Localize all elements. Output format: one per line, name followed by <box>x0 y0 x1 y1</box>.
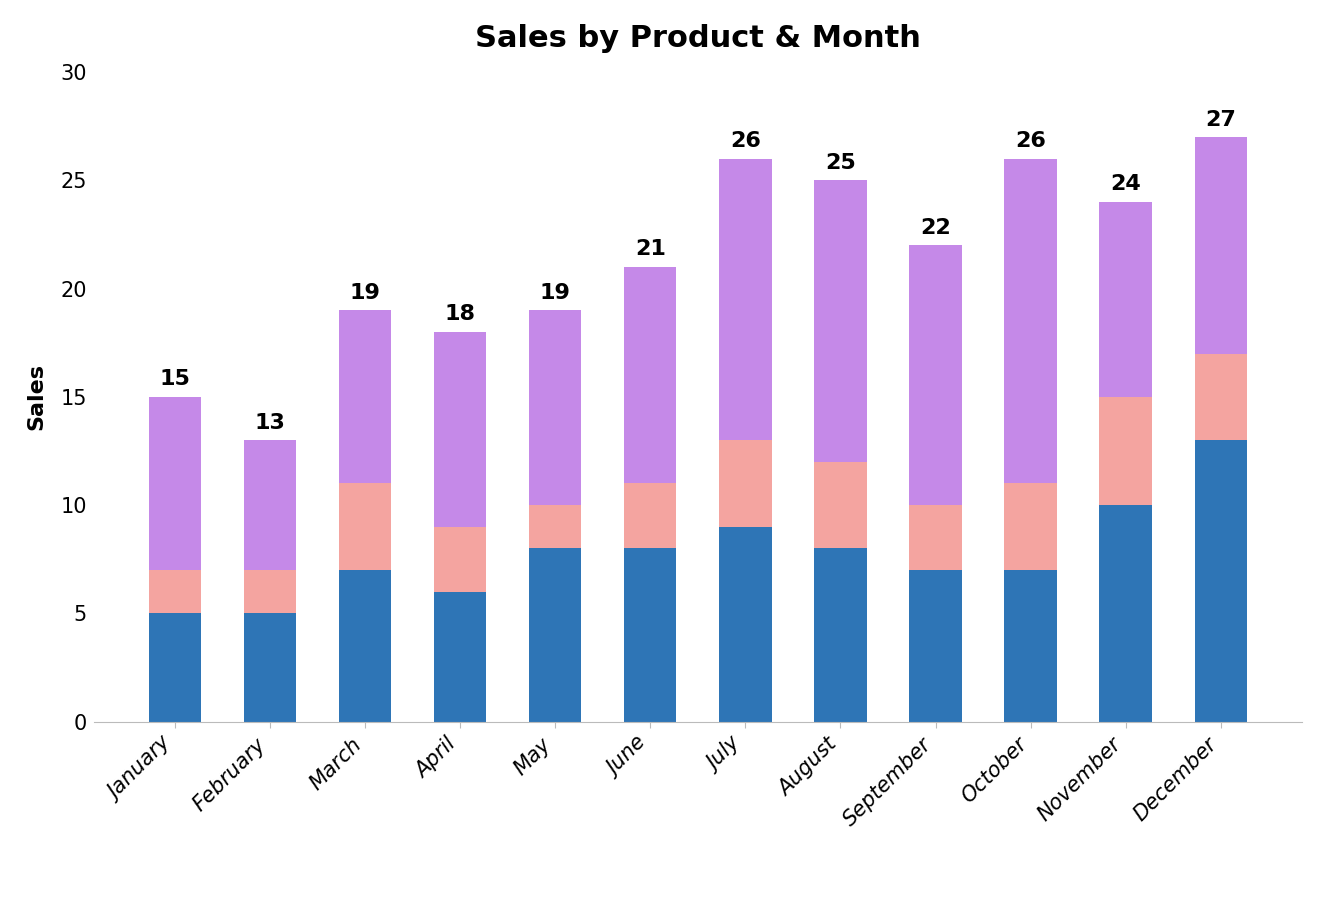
Bar <box>1004 159 1056 483</box>
Bar <box>910 570 962 722</box>
Bar <box>244 570 297 613</box>
Bar <box>910 505 962 570</box>
Bar <box>244 613 297 722</box>
Bar <box>433 592 486 722</box>
Bar <box>529 548 581 722</box>
Bar <box>1099 202 1151 397</box>
Bar <box>624 548 676 722</box>
Bar <box>624 483 676 548</box>
Text: 24: 24 <box>1110 174 1141 195</box>
Bar <box>244 440 297 570</box>
Bar <box>719 159 772 440</box>
Text: 26: 26 <box>730 131 761 152</box>
Bar <box>1004 483 1056 570</box>
Y-axis label: Sales: Sales <box>27 364 47 430</box>
Bar <box>340 310 392 483</box>
Bar <box>719 527 772 722</box>
Text: 25: 25 <box>825 152 856 173</box>
Bar <box>433 527 486 592</box>
Text: 26: 26 <box>1015 131 1045 152</box>
Bar <box>624 267 676 483</box>
Bar <box>1194 354 1247 440</box>
Bar <box>149 570 201 613</box>
Bar <box>1004 570 1056 722</box>
Bar <box>340 483 392 570</box>
Bar <box>1099 397 1151 505</box>
Bar <box>529 310 581 505</box>
Bar <box>433 332 486 527</box>
Bar <box>815 180 867 462</box>
Title: Sales by Product & Month: Sales by Product & Month <box>475 24 921 53</box>
Text: 27: 27 <box>1205 109 1236 130</box>
Text: 18: 18 <box>444 304 475 325</box>
Text: 21: 21 <box>635 239 666 260</box>
Legend: Product A, Product B, Product C: Product A, Product B, Product C <box>423 895 973 902</box>
Bar <box>149 613 201 722</box>
Bar <box>1194 440 1247 722</box>
Bar <box>910 245 962 505</box>
Bar <box>719 440 772 527</box>
Text: 22: 22 <box>921 217 951 238</box>
Bar <box>529 505 581 548</box>
Bar <box>149 397 201 570</box>
Bar <box>815 462 867 548</box>
Bar <box>1194 137 1247 354</box>
Text: 13: 13 <box>255 412 286 433</box>
Text: 19: 19 <box>539 282 570 303</box>
Text: 19: 19 <box>350 282 381 303</box>
Bar <box>340 570 392 722</box>
Bar <box>1099 505 1151 722</box>
Bar <box>815 548 867 722</box>
Text: 15: 15 <box>160 369 191 390</box>
